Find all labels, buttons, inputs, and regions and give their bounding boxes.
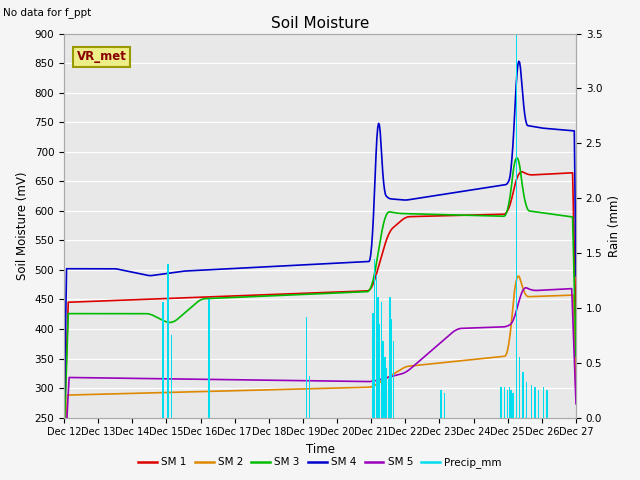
Bar xyxy=(512,394,513,418)
Bar xyxy=(547,390,548,418)
Bar xyxy=(171,336,172,418)
Bar xyxy=(306,317,307,418)
Title: Soil Moisture: Soil Moisture xyxy=(271,16,369,31)
Bar xyxy=(376,275,377,418)
Bar xyxy=(500,387,502,418)
Legend: SM 1, SM 2, SM 3, SM 4, SM 5, Precip_mm: SM 1, SM 2, SM 3, SM 4, SM 5, Precip_mm xyxy=(134,453,506,472)
X-axis label: Time: Time xyxy=(305,443,335,456)
Bar xyxy=(516,34,517,418)
Bar xyxy=(379,324,380,418)
Bar xyxy=(504,387,505,418)
Bar xyxy=(383,341,384,418)
Bar xyxy=(386,368,387,418)
Bar xyxy=(393,341,394,418)
Text: VR_met: VR_met xyxy=(77,50,127,63)
Bar xyxy=(391,319,392,418)
Bar xyxy=(381,302,382,418)
Bar xyxy=(440,390,442,418)
Y-axis label: Rain (mm): Rain (mm) xyxy=(608,194,621,257)
Y-axis label: Soil Moisture (mV): Soil Moisture (mV) xyxy=(16,171,29,280)
Bar xyxy=(378,297,379,418)
Bar xyxy=(526,383,527,418)
Bar xyxy=(531,384,532,418)
Bar xyxy=(444,394,445,418)
Bar xyxy=(389,297,390,418)
Text: No data for f_ppt: No data for f_ppt xyxy=(3,7,92,18)
Bar xyxy=(388,379,389,418)
Bar xyxy=(543,387,544,418)
Bar xyxy=(538,390,539,418)
Bar xyxy=(507,390,508,418)
Bar xyxy=(511,390,512,418)
Bar xyxy=(519,357,520,418)
Bar xyxy=(509,387,510,418)
Bar xyxy=(372,313,374,418)
Bar xyxy=(522,372,524,418)
Bar xyxy=(534,387,536,418)
Bar xyxy=(309,376,310,418)
Bar xyxy=(374,259,375,418)
Bar xyxy=(384,357,385,418)
Bar xyxy=(163,302,164,418)
Bar xyxy=(168,264,169,418)
Bar xyxy=(209,299,210,418)
